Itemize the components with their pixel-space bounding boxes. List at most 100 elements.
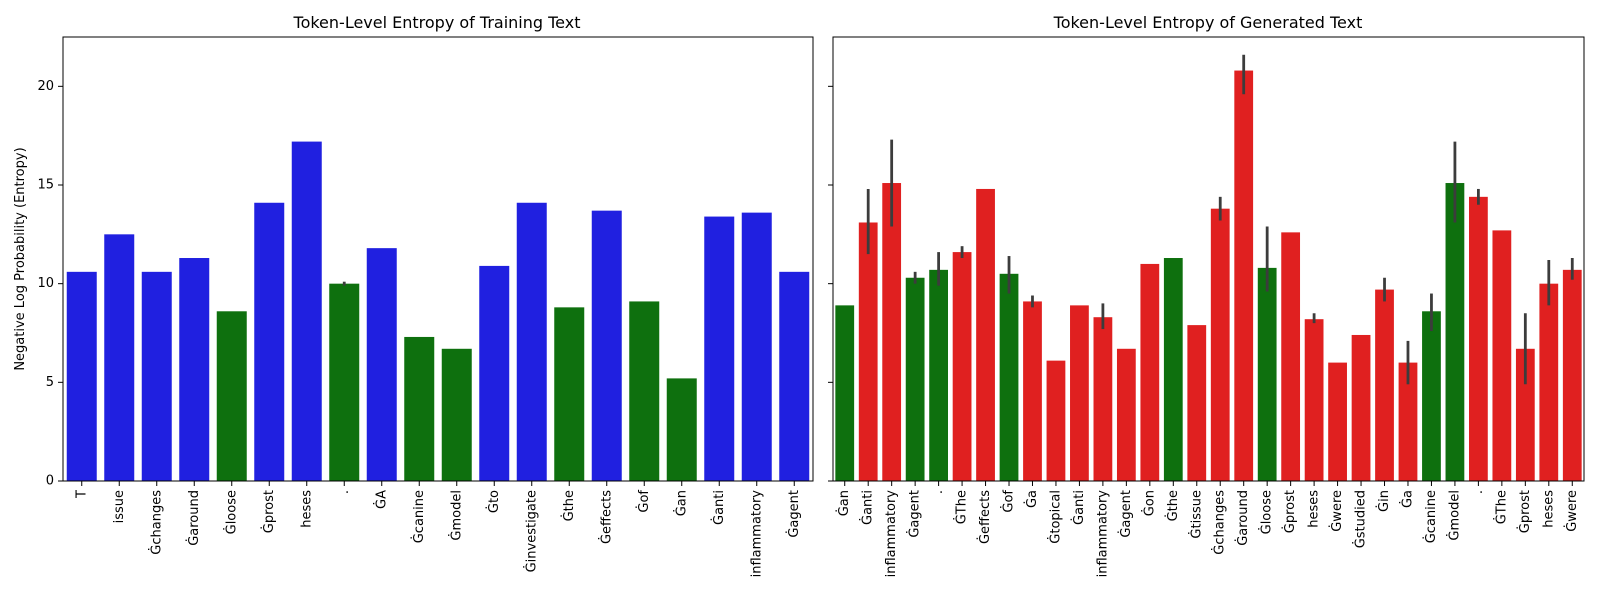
y-axis-label: Negative Log Probability (Entropy) (13, 147, 28, 370)
x-tick-label: Ġinvestigate (522, 490, 539, 572)
train-bar (779, 271, 810, 481)
gen-bar (858, 222, 878, 482)
train-bar (291, 141, 322, 481)
train-bar (254, 202, 285, 481)
x-tick-label: Ġagent (785, 490, 802, 538)
panel-generated: Token-Level Entropy of Generated Text Ġa… (828, 13, 1585, 578)
x-tick-label: Ġthe (1164, 490, 1181, 521)
train-bar (666, 378, 697, 481)
x-tick-label: Ġaround (185, 490, 202, 546)
x-tick-label: Ġaround (1234, 490, 1251, 546)
train-bar (179, 258, 210, 481)
gen-bar (1046, 360, 1066, 481)
x-tick-label: inflammatory (1095, 490, 1110, 578)
train-bar (554, 307, 585, 481)
x-tick-label: Ġcanine (410, 490, 427, 543)
x-tick-label: . (1471, 490, 1486, 494)
gen-bar (1023, 301, 1042, 481)
x-tick-label: Ġtissue (1187, 490, 1204, 539)
train-bar (516, 202, 547, 481)
gen-bar (1116, 348, 1136, 481)
x-tick-label: Ġeffects (976, 490, 993, 544)
train-bar (629, 301, 660, 481)
panel-title: Token-Level Entropy of Training Text (293, 13, 581, 32)
x-tick-label: Ġloose (1258, 490, 1275, 534)
x-tick-label: Ġprost (260, 490, 277, 533)
train-bar (141, 271, 172, 481)
panel-training: Token-Level Entropy of Training Text Neg… (13, 13, 814, 578)
x-tick-label: inflammatory (749, 490, 764, 578)
gen-bar (1093, 317, 1113, 481)
x-tick-label: Ġthe (560, 490, 577, 521)
gen-bar (1328, 362, 1347, 481)
x-tick-label: Ġchanges (1211, 490, 1228, 555)
x-tick-label: Ġeffects (597, 490, 614, 544)
train-bar (741, 212, 772, 481)
gen-bar (999, 273, 1019, 481)
x-tick-label: Ġof (635, 490, 652, 513)
train-bar (441, 348, 472, 481)
x-tick-label: Ġtopical (1046, 490, 1063, 544)
x-tick-label: . (931, 490, 946, 494)
x-tick-label: Ġcanine (1422, 490, 1439, 543)
x-tick-label: Ġin (1375, 490, 1392, 512)
x-tick-label: heses (1307, 490, 1322, 528)
gen-bar (1140, 263, 1160, 481)
x-tick-label: Ġloose (222, 490, 239, 534)
y-tick-label: 15 (37, 178, 54, 193)
x-tick-label: Ġprost (1281, 490, 1298, 533)
gen-bar (1375, 289, 1394, 481)
gen-bar (1445, 183, 1465, 481)
x-tick-label: Ġmodel (1445, 490, 1462, 541)
gen-bar (1562, 269, 1582, 481)
y-tick-label: 20 (37, 79, 54, 94)
x-tick-label: Ġwere (1328, 490, 1345, 532)
x-tick-label: ĠThe (1492, 490, 1509, 524)
gen-bar (1515, 348, 1535, 481)
x-tick-label: Ġstudied (1352, 490, 1369, 548)
gen-bar (882, 183, 902, 481)
x-tick-label: Ġof (1000, 490, 1017, 513)
gen-bar (1422, 311, 1441, 481)
x-tick-label: Ġchanges (147, 490, 164, 555)
train-bar (66, 271, 97, 481)
gen-bar (1492, 230, 1512, 481)
x-tick-label: Ġprost (1516, 490, 1533, 533)
train-bar (104, 234, 135, 481)
plot-frame (62, 36, 814, 482)
plot-frame (832, 36, 1585, 482)
gen-bar (929, 269, 948, 481)
gen-bar (1469, 196, 1488, 481)
x-tick-label: inflammatory (884, 490, 899, 578)
x-tick-label: Ġon (1140, 490, 1157, 516)
x-tick-label: Ġanti (1070, 490, 1087, 525)
train-bar (366, 248, 397, 481)
x-tick-label: Ġwere (1563, 490, 1580, 532)
gen-bar (1351, 334, 1371, 481)
x-tick-label: . (337, 490, 352, 494)
gen-bar (1257, 267, 1277, 481)
train-bar (591, 210, 622, 481)
train-bar (479, 265, 510, 481)
x-tick-label: issue (112, 490, 127, 523)
x-tick-label: Ġto (485, 490, 502, 513)
x-tick-label: Ġagent (906, 490, 923, 538)
train-bar (704, 216, 735, 481)
x-tick-label: ĠThe (953, 490, 970, 524)
panel-title: Token-Level Entropy of Generated Text (1053, 13, 1363, 32)
x-tick-label: Ġanti (859, 490, 876, 525)
x-tick-label: Ġanti (710, 490, 727, 525)
y-tick-label: 5 (46, 375, 54, 390)
train-bar (404, 336, 435, 481)
x-tick-label: heses (1541, 490, 1556, 528)
y-tick-label: 10 (37, 276, 54, 291)
gen-bar (835, 305, 855, 481)
x-tick-label: Ġan (672, 490, 689, 516)
train-bar (329, 283, 360, 481)
gen-bar (1210, 208, 1230, 481)
gen-bar (1234, 70, 1254, 482)
x-tick-label: heses (299, 490, 314, 528)
x-tick-label: Ġan (835, 490, 852, 516)
gen-bar (1187, 325, 1207, 481)
